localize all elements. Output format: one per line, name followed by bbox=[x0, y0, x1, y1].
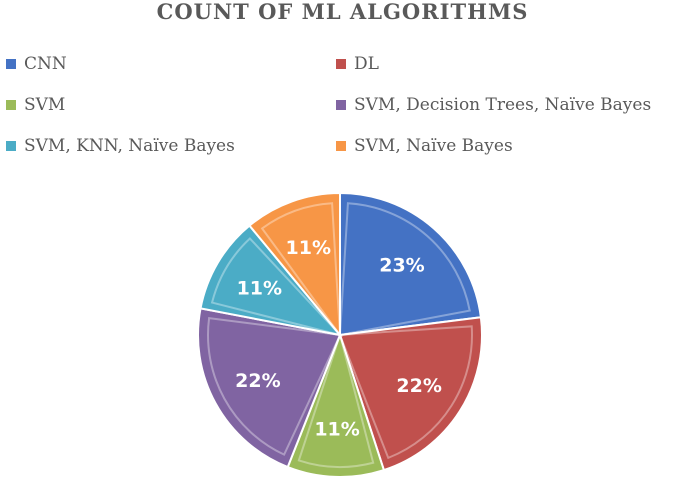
legend-item-svm: SVM bbox=[6, 95, 65, 115]
slice-label-dl: 22% bbox=[396, 375, 441, 397]
legend-swatch bbox=[6, 141, 16, 151]
legend-label: DL bbox=[354, 54, 379, 74]
legend-label: SVM, KNN, Naïve Bayes bbox=[24, 136, 235, 156]
pie-slice-dl bbox=[338, 316, 483, 472]
legend-item-svm-nb: SVM, Naïve Bayes bbox=[336, 136, 513, 156]
legend-label: SVM, Naïve Bayes bbox=[354, 136, 513, 156]
legend-label: SVM, Decision Trees, Naïve Bayes bbox=[354, 95, 652, 115]
legend-swatch bbox=[336, 141, 346, 151]
pie-slice-highlight bbox=[297, 331, 375, 468]
pie-slice-svm-dt-nb bbox=[197, 307, 342, 469]
slice-label-svm-knn-nb: 11% bbox=[237, 277, 282, 299]
legend-item-svm-knn-nb: SVM, KNN, Naïve Bayes bbox=[6, 136, 235, 156]
slice-label-cnn: 23% bbox=[379, 255, 424, 277]
legend-label: SVM bbox=[24, 95, 66, 115]
chart-title: COUNT OF ML ALGORITHMS bbox=[156, 0, 529, 24]
pie-slice-svm-nb bbox=[248, 191, 341, 338]
pie-slice-cnn bbox=[339, 191, 482, 337]
pie-slice-highlight bbox=[338, 325, 474, 460]
legend-swatch bbox=[6, 100, 16, 110]
legend-swatch bbox=[6, 59, 16, 69]
legend-swatch bbox=[336, 59, 346, 69]
pie-slice-highlight bbox=[338, 202, 471, 337]
pie-slice-highlight bbox=[210, 237, 344, 337]
legend-item-dl: DL bbox=[336, 54, 379, 74]
slice-label-svm-nb: 11% bbox=[286, 237, 331, 259]
pie-slice-highlight bbox=[207, 316, 342, 456]
legend: CNN DL SVM SVM, Decision Trees, Naïve Ba… bbox=[0, 54, 685, 164]
legend-label: CNN bbox=[24, 54, 67, 74]
legend-swatch bbox=[336, 100, 346, 110]
slice-label-svm: 11% bbox=[314, 419, 359, 441]
slice-label-svm-dt-nb: 22% bbox=[235, 370, 280, 392]
pie-slice-highlight bbox=[260, 202, 342, 339]
pie-slice-svm-knn-nb bbox=[199, 224, 343, 337]
legend-item-svm-dt-nb: SVM, Decision Trees, Naïve Bayes bbox=[336, 95, 651, 115]
legend-item-cnn: CNN bbox=[6, 54, 67, 74]
